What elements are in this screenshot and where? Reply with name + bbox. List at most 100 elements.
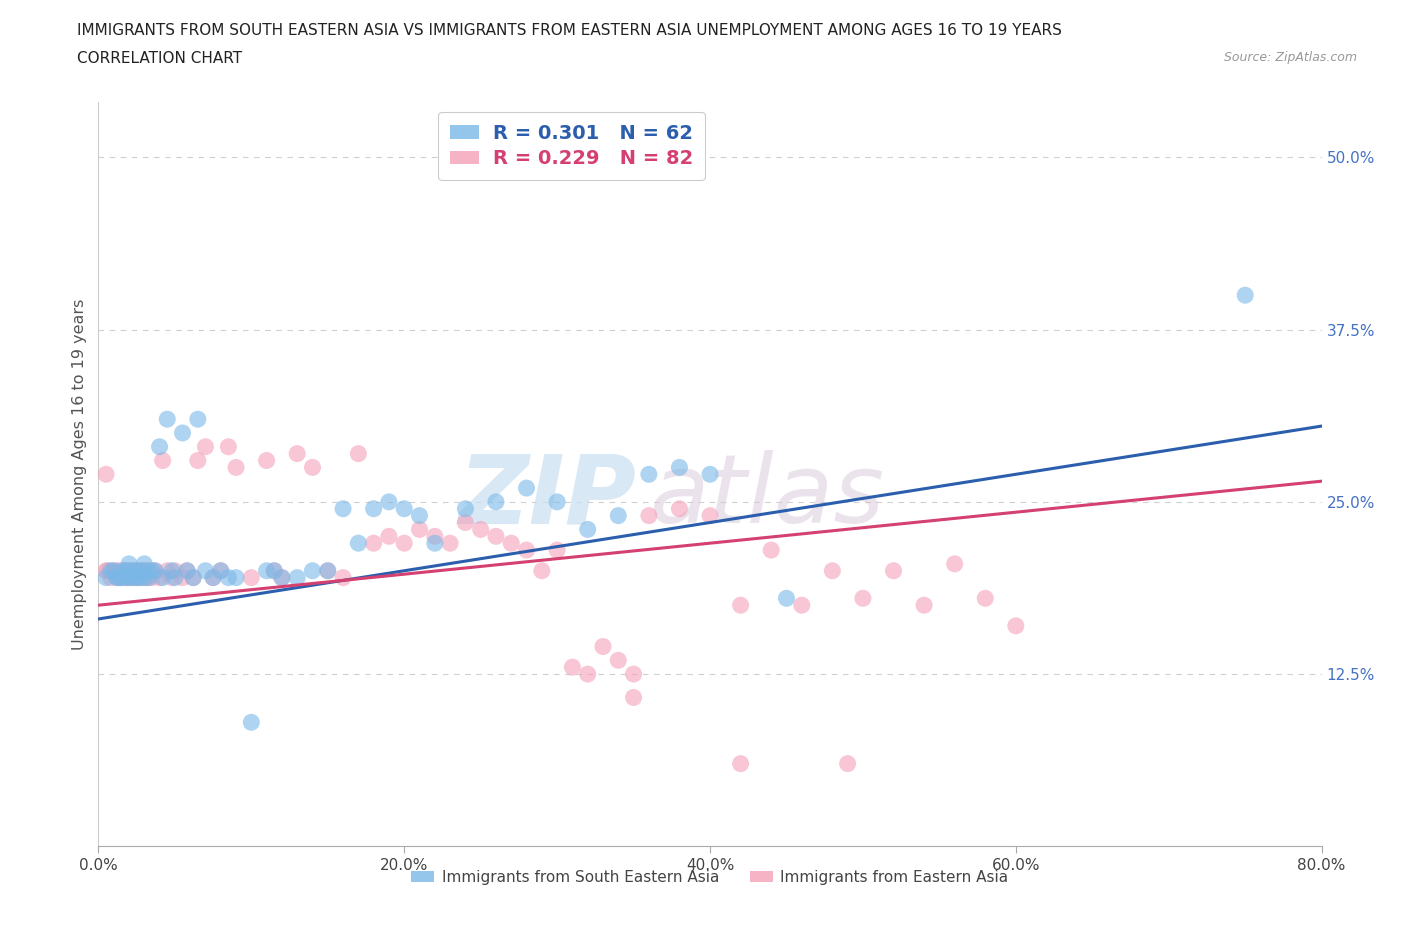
Point	[240, 570, 263, 585]
Y-axis label: Unemployment Among Ages 16 to 19 years: Unemployment Among Ages 16 to 19 years	[72, 299, 87, 650]
Text: IMMIGRANTS FROM SOUTH EASTERN ASIA VS IMMIGRANTS FROM EASTERN ASIA UNEMPLOYMENT : IMMIGRANTS FROM SOUTH EASTERN ASIA VS IM…	[77, 23, 1062, 38]
Point	[332, 501, 354, 516]
Point	[423, 536, 446, 551]
Point	[94, 564, 117, 578]
Point	[1004, 618, 1026, 633]
Point	[209, 564, 232, 578]
Point	[668, 501, 690, 516]
Point	[516, 481, 538, 496]
Point	[149, 570, 172, 585]
Point	[125, 570, 148, 585]
Point	[943, 556, 966, 571]
Point	[121, 570, 143, 585]
Point	[592, 639, 614, 654]
Point	[110, 570, 132, 585]
Point	[194, 564, 217, 578]
Point	[115, 564, 138, 578]
Point	[530, 564, 553, 578]
Point	[852, 591, 875, 605]
Point	[209, 564, 232, 578]
Point	[1234, 287, 1257, 302]
Point	[128, 570, 150, 585]
Point	[363, 536, 385, 551]
Point	[125, 570, 148, 585]
Point	[129, 564, 152, 578]
Point	[181, 570, 204, 585]
Point	[378, 529, 401, 544]
Point	[176, 564, 198, 578]
Point	[392, 536, 416, 551]
Point	[485, 495, 508, 510]
Point	[156, 564, 179, 578]
Point	[111, 564, 134, 578]
Point	[107, 564, 129, 578]
Point	[160, 570, 183, 585]
Point	[263, 564, 285, 578]
Point	[118, 556, 141, 571]
Text: ZIP: ZIP	[458, 450, 637, 543]
Point	[172, 570, 194, 585]
Point	[912, 598, 935, 613]
Point	[118, 570, 141, 585]
Point	[122, 570, 145, 585]
Point	[607, 508, 630, 523]
Point	[285, 446, 308, 461]
Point	[136, 570, 159, 585]
Point	[240, 715, 263, 730]
Point	[160, 564, 183, 578]
Point	[316, 564, 339, 578]
Point	[187, 453, 209, 468]
Point	[837, 756, 859, 771]
Point	[134, 556, 156, 571]
Point	[138, 564, 160, 578]
Point	[141, 570, 163, 585]
Point	[115, 570, 138, 585]
Point	[115, 570, 138, 585]
Point	[775, 591, 797, 605]
Point	[301, 564, 323, 578]
Point	[172, 426, 194, 441]
Point	[149, 439, 172, 454]
Point	[152, 570, 174, 585]
Point	[100, 570, 122, 585]
Point	[363, 501, 385, 516]
Point	[217, 439, 239, 454]
Point	[392, 501, 416, 516]
Point	[111, 564, 134, 578]
Point	[125, 564, 148, 578]
Point	[121, 564, 143, 578]
Point	[285, 570, 308, 585]
Point	[263, 564, 285, 578]
Point	[454, 501, 477, 516]
Point	[217, 570, 239, 585]
Point	[122, 564, 145, 578]
Point	[576, 667, 599, 682]
Text: Source: ZipAtlas.com: Source: ZipAtlas.com	[1223, 51, 1357, 64]
Point	[546, 495, 568, 510]
Point	[759, 542, 782, 557]
Point	[546, 542, 568, 557]
Point	[129, 564, 152, 578]
Point	[143, 564, 166, 578]
Point	[790, 598, 813, 613]
Point	[347, 536, 370, 551]
Point	[118, 570, 141, 585]
Point	[202, 570, 225, 585]
Point	[485, 529, 508, 544]
Point	[301, 460, 323, 475]
Point	[270, 570, 292, 585]
Point	[202, 570, 225, 585]
Point	[501, 536, 523, 551]
Point	[637, 467, 661, 482]
Point	[699, 467, 721, 482]
Point	[883, 564, 905, 578]
Point	[105, 570, 128, 585]
Point	[100, 564, 122, 578]
Point	[181, 570, 204, 585]
Point	[125, 564, 148, 578]
Point	[194, 439, 217, 454]
Point	[316, 564, 339, 578]
Point	[163, 564, 186, 578]
Point	[187, 412, 209, 427]
Point	[730, 756, 752, 771]
